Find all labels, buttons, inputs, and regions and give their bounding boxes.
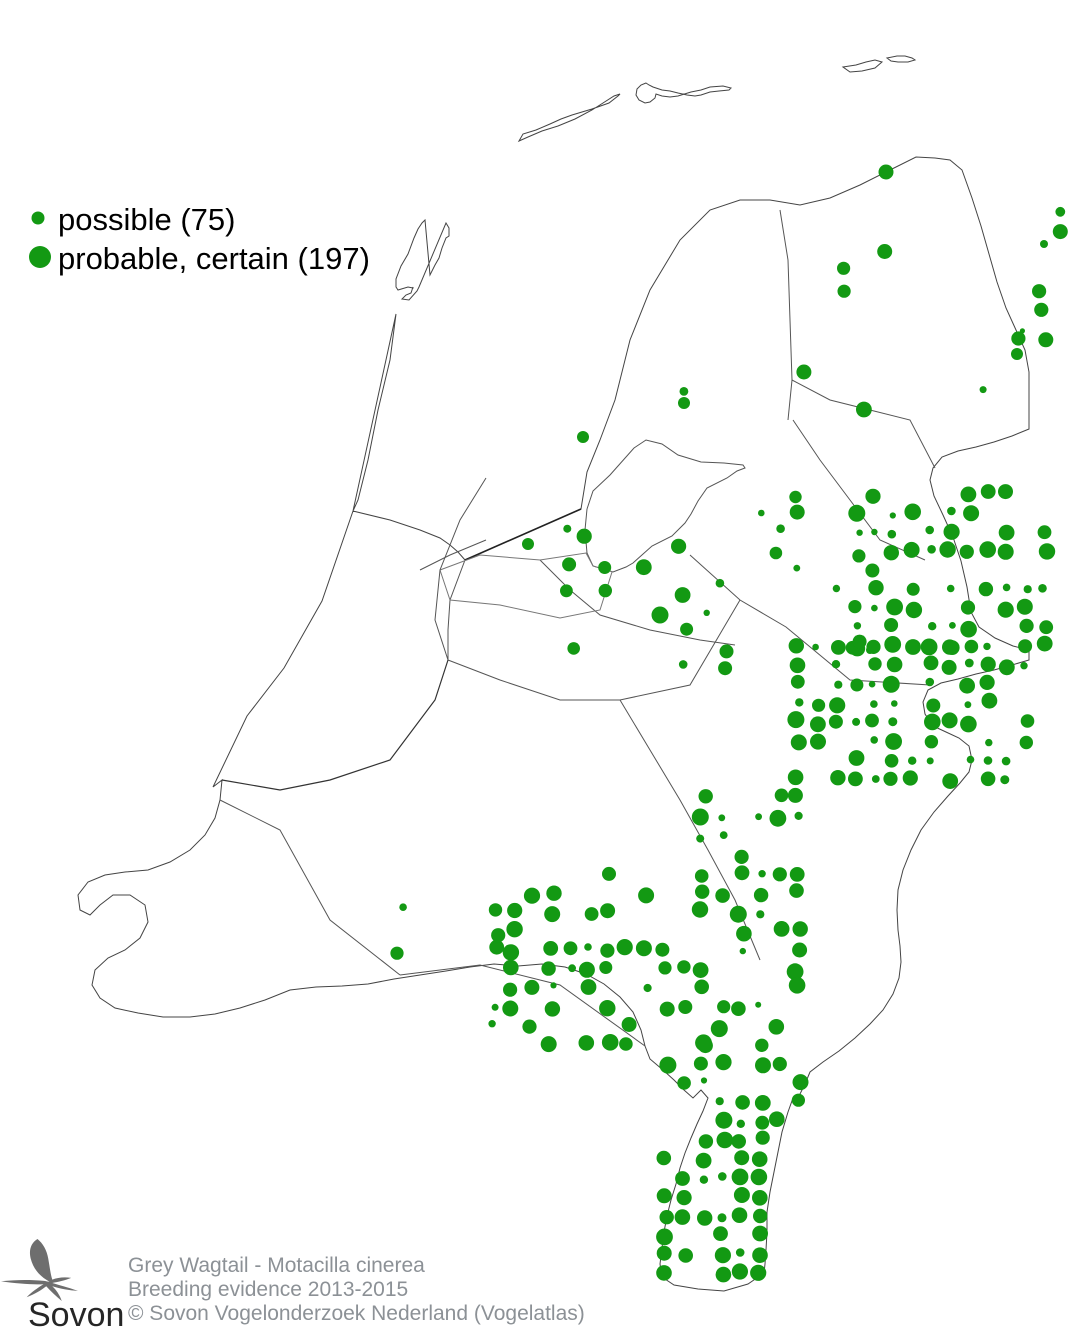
svg-text:© Sovon Vogelonderzoek Nederla: © Sovon Vogelonderzoek Nederland (Vogela… [128,1302,585,1325]
svg-text:probable, certain (197): probable, certain (197) [58,241,370,276]
svg-text:Grey Wagtail - Motacilla ciner: Grey Wagtail - Motacilla cinerea [128,1254,425,1277]
svg-text:Sovon: Sovon [28,1296,124,1334]
svg-text:possible (75): possible (75) [58,202,235,237]
svg-text:Breeding evidence 2013-2015: Breeding evidence 2013-2015 [128,1278,408,1301]
